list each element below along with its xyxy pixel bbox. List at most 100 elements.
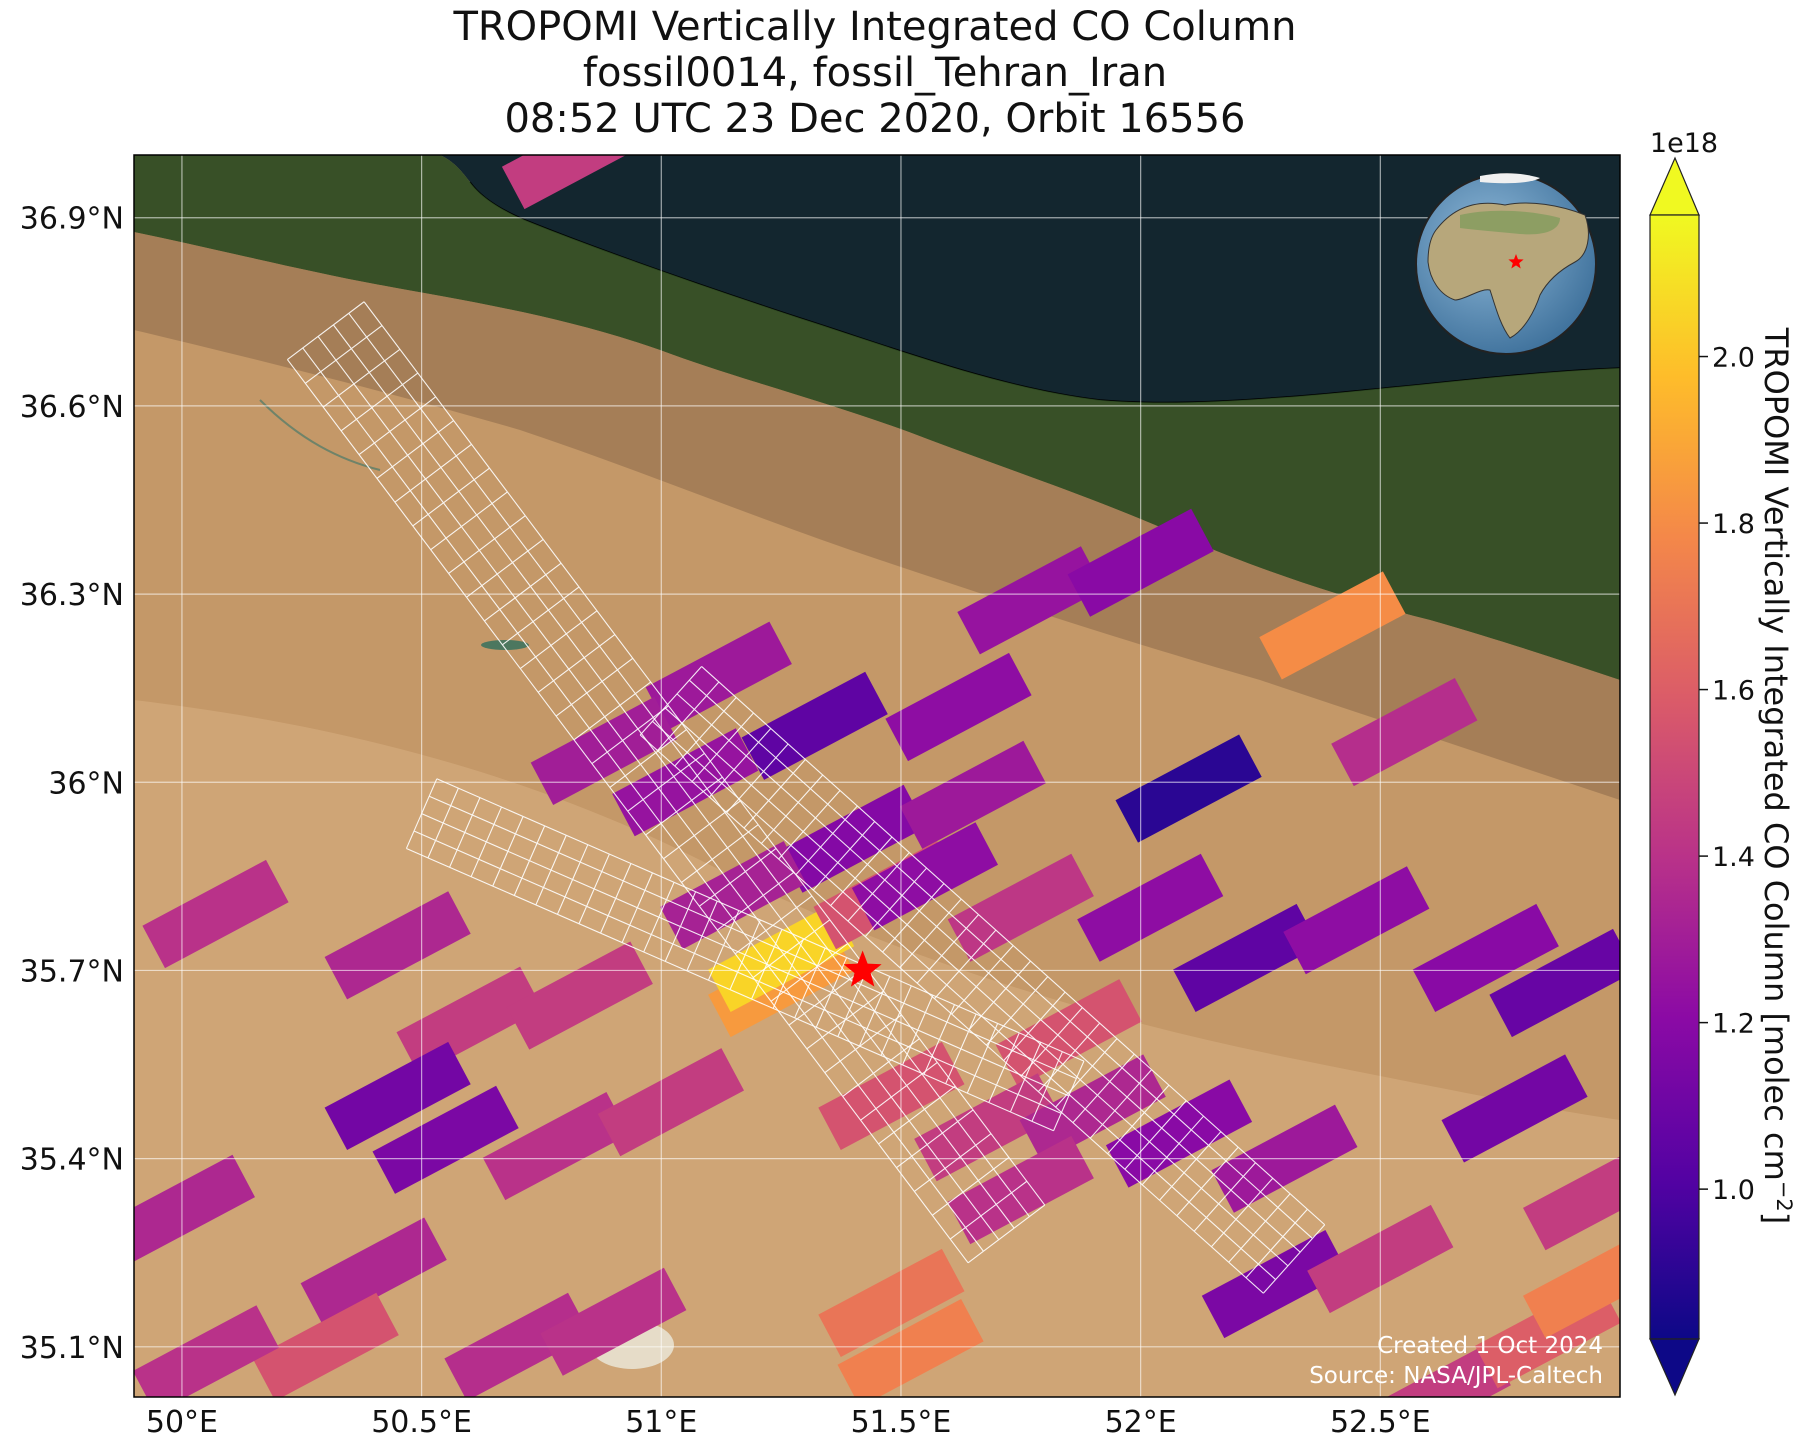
footprint-gridline bbox=[573, 681, 652, 741]
footprint-gridline bbox=[502, 586, 580, 646]
co-sounding bbox=[1386, 1342, 1511, 1397]
footprint-gridline bbox=[726, 743, 789, 813]
co-sounding bbox=[372, 1085, 519, 1194]
footprint-gridline bbox=[815, 957, 848, 1028]
footprint-gridline bbox=[535, 835, 567, 906]
footprint-gridline bbox=[760, 774, 824, 844]
footprint-gridline bbox=[878, 1085, 956, 1145]
co-sounding bbox=[1331, 678, 1478, 787]
co-sounding bbox=[914, 1073, 1061, 1182]
co-sounding bbox=[1523, 1244, 1620, 1339]
footprint-gridline bbox=[448, 515, 526, 574]
footprint-gridline bbox=[902, 994, 934, 1066]
footprint-gridline bbox=[743, 759, 806, 829]
footprint-gridline bbox=[1003, 991, 1066, 1062]
footprint-gridline bbox=[1193, 1162, 1256, 1232]
co-sounding bbox=[645, 621, 792, 730]
footprint-gridline bbox=[899, 898, 962, 968]
co-sounding bbox=[837, 1299, 984, 1397]
footprint-gridline bbox=[1053, 1060, 1085, 1131]
footprint-gridline bbox=[1124, 1100, 1187, 1170]
footprint-gridline bbox=[639, 666, 702, 736]
co-sounding bbox=[252, 1292, 399, 1397]
co-sounding bbox=[506, 941, 653, 1050]
footprint-gridline bbox=[966, 1023, 999, 1094]
colorbar-multiplier: 1e18 bbox=[1650, 128, 1718, 159]
co-sounding bbox=[324, 891, 471, 1000]
footprint-gridline bbox=[556, 844, 589, 915]
lon-tick-label: 52.5°E bbox=[1330, 1405, 1431, 1440]
co-sounding bbox=[482, 1092, 629, 1201]
footprint-gridline bbox=[812, 821, 876, 891]
footprint-gridline bbox=[427, 787, 459, 859]
footprint-gridline bbox=[1228, 1193, 1291, 1263]
footprint-gridline bbox=[949, 1180, 1028, 1240]
caspian-sea bbox=[440, 155, 1620, 403]
co-sounding bbox=[134, 1305, 279, 1397]
footprint-grid-strip bbox=[405, 778, 1085, 1132]
co-sounding bbox=[444, 1292, 591, 1397]
footprint-gridline bbox=[466, 539, 544, 598]
footprint-gridline bbox=[770, 943, 849, 1002]
footprint-gridline bbox=[394, 443, 472, 503]
co-sounding bbox=[1201, 1230, 1348, 1339]
alborz-forest bbox=[134, 155, 1620, 680]
mountain-brown-band bbox=[134, 232, 1620, 800]
co-sounding bbox=[885, 652, 1032, 762]
globe-star bbox=[1508, 254, 1524, 269]
colorbar-extend-max bbox=[1649, 156, 1700, 216]
footprint-gridline bbox=[847, 852, 910, 922]
globe-land bbox=[1427, 202, 1589, 339]
footprint-gridline bbox=[923, 1004, 956, 1075]
colorbar-tick-label: 1.8 bbox=[1712, 509, 1755, 540]
footprint-gridline bbox=[985, 976, 1049, 1046]
footprint-grid-strip bbox=[639, 666, 1326, 1294]
co-sounding bbox=[947, 1135, 1094, 1245]
footprint-gridline bbox=[951, 945, 1014, 1015]
footprint-gridline bbox=[578, 853, 610, 924]
coastline bbox=[469, 181, 1620, 404]
footprint-gridline bbox=[484, 562, 562, 622]
lat-tick-label: 35.1°N bbox=[20, 1331, 124, 1366]
co-sounding bbox=[142, 859, 289, 969]
co-sounding bbox=[530, 696, 677, 805]
footprint-gridline bbox=[1089, 1069, 1153, 1139]
footprint-gridline bbox=[945, 1013, 977, 1084]
footprint-gridline bbox=[772, 938, 805, 1009]
co-sounding bbox=[1283, 866, 1430, 975]
co-sounding bbox=[396, 966, 543, 1075]
co-sounding bbox=[1259, 571, 1406, 680]
footprint-gridline bbox=[691, 712, 754, 782]
footprint-gridline bbox=[643, 882, 675, 953]
footprint-gridline bbox=[430, 491, 508, 551]
footprint-gridline bbox=[657, 681, 720, 751]
map-gridlines bbox=[134, 155, 1620, 1397]
footprint-gridline bbox=[322, 348, 401, 408]
footprint-gridline bbox=[287, 301, 365, 360]
co-sounding bbox=[300, 1217, 447, 1326]
footprint-gridline bbox=[751, 929, 783, 1000]
co-sounding bbox=[899, 740, 1046, 849]
lon-tick-label: 51°E bbox=[625, 1405, 697, 1440]
footprint-gridline bbox=[519, 610, 598, 669]
colorbar-ticks: 1.0 1.2 1.4 1.6 1.8 2.0 bbox=[1699, 343, 1755, 1206]
footprint-gridline bbox=[449, 797, 481, 868]
lon-tick-label: 50.5°E bbox=[371, 1405, 472, 1440]
footprint-gridline bbox=[686, 900, 718, 972]
title-line-3: 08:52 UTC 23 Dec 2020, Orbit 16556 bbox=[504, 96, 1246, 142]
co-sounding bbox=[1489, 928, 1620, 1038]
co-sounding bbox=[708, 903, 855, 1012]
co-sounding bbox=[780, 784, 927, 893]
footprint-gridline bbox=[934, 929, 997, 999]
footprint-gridline bbox=[830, 836, 893, 906]
footprint-gridline bbox=[1159, 1131, 1222, 1201]
footprint-gridline bbox=[778, 790, 841, 860]
globe-green bbox=[1460, 210, 1560, 235]
footprint-gridline bbox=[842, 1038, 920, 1097]
satellite-basemap bbox=[134, 155, 1620, 1397]
footprint-gridline bbox=[492, 816, 524, 887]
footprint-gridline bbox=[674, 697, 737, 767]
co-soundings-layer bbox=[134, 155, 1620, 1397]
figure-title: TROPOMI Vertically Integrated CO Column … bbox=[0, 0, 1750, 142]
